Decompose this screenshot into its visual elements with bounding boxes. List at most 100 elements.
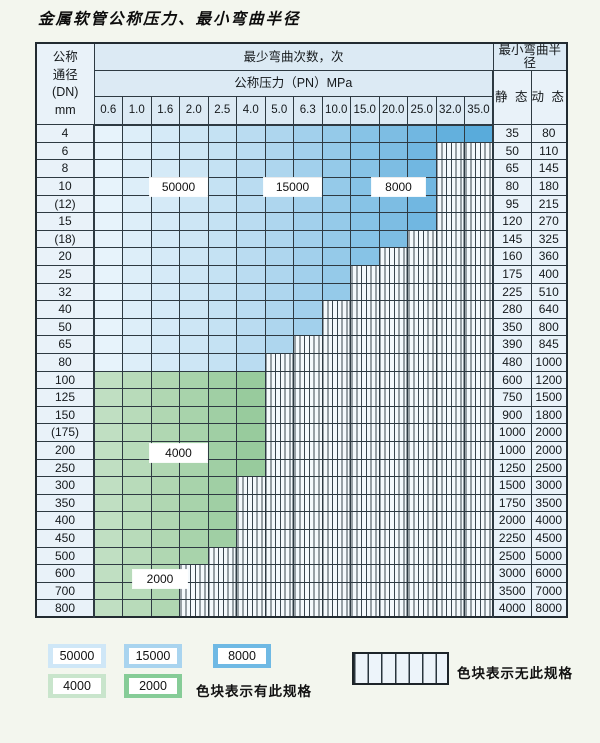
spec-available-cell [122, 229, 152, 249]
dn-label: 65 [35, 335, 95, 354]
spec-unavailable-cell [407, 282, 437, 302]
spec-available-cell [150, 194, 180, 214]
spec-available-cell [122, 124, 152, 143]
spec-available-cell [207, 423, 237, 442]
spec-unavailable-cell [378, 265, 408, 284]
spec-unavailable-cell [435, 564, 465, 583]
static-radius-value: 2500 [492, 546, 532, 566]
spec-available-cell [207, 265, 237, 284]
spec-available-cell [264, 265, 294, 284]
spec-unavailable-cell [464, 177, 494, 196]
legend-swatch-4000: 4000 [48, 674, 106, 698]
spec-unavailable-cell [464, 440, 494, 460]
spec-unavailable-cell [350, 282, 380, 302]
spec-unavailable-cell [464, 141, 494, 161]
spec-available-cell [207, 493, 237, 513]
spec-unavailable-cell [464, 265, 494, 284]
static-radius-value: 480 [492, 352, 532, 372]
spec-unavailable-cell [407, 599, 437, 618]
dn-label: 450 [35, 528, 95, 548]
spec-available-cell [321, 229, 351, 249]
spec-available-cell [321, 141, 351, 161]
spec-available-cell [207, 511, 237, 530]
spec-available-cell [93, 282, 123, 302]
spec-available-cell [236, 159, 266, 179]
dn-label: 20 [35, 247, 95, 266]
spec-available-cell [122, 440, 152, 460]
spec-available-cell [350, 212, 380, 231]
spec-available-cell [93, 352, 123, 372]
dynamic-radius-value: 80 [530, 124, 568, 143]
spec-available-cell [350, 247, 380, 266]
dn-label: 300 [35, 476, 95, 495]
static-radius-value: 1500 [492, 476, 532, 495]
spec-available-cell [350, 124, 380, 143]
dn-label: 25 [35, 265, 95, 284]
spec-unavailable-cell [321, 440, 351, 460]
spec-unavailable-cell [321, 317, 351, 337]
spec-unavailable-cell [321, 300, 351, 319]
spec-table: 公称 通径 (DN) mm 最少弯曲次数，次 最小弯曲半径 公称压力（PN）MPa 静… [35, 42, 568, 619]
spec-available-cell [350, 141, 380, 161]
spec-available-cell [407, 194, 437, 214]
spec-unavailable-cell [407, 229, 437, 249]
legend-swatch-label: 2000 [129, 678, 177, 694]
spec-available-cell [236, 317, 266, 337]
spec-unavailable-cell [321, 599, 351, 618]
static-radius-value: 225 [492, 282, 532, 302]
spec-unavailable-cell [236, 599, 266, 618]
pressure-col-header: 20.0 [378, 96, 408, 126]
spec-unavailable-cell [293, 335, 323, 354]
spec-available-cell [321, 212, 351, 231]
spec-unavailable-cell [435, 317, 465, 337]
legend-swatch-label: 4000 [53, 678, 101, 694]
dynamic-radius-value: 1200 [530, 370, 568, 390]
table-row: 50 350 800 [35, 317, 568, 337]
spec-available-cell [236, 212, 266, 231]
legend-swatch-label: 15000 [129, 648, 177, 664]
spec-available-cell [378, 141, 408, 161]
spec-unavailable-cell [321, 581, 351, 601]
region-count-label: 4000 [150, 444, 207, 462]
spec-unavailable-cell [378, 388, 408, 407]
dn-label: 6 [35, 141, 95, 161]
spec-available-cell [122, 599, 152, 618]
dynamic-radius-value: 640 [530, 300, 568, 319]
static-radius-value: 50 [492, 141, 532, 161]
spec-available-cell [207, 405, 237, 425]
spec-unavailable-cell [350, 476, 380, 495]
spec-unavailable-cell [264, 528, 294, 548]
spec-available-cell [236, 440, 266, 460]
spec-unavailable-cell [293, 370, 323, 390]
spec-available-cell [122, 335, 152, 354]
table-row: 500 2500 5000 [35, 546, 568, 566]
spec-unavailable-cell [293, 352, 323, 372]
table-row: 200 1000 2000 [35, 440, 568, 460]
spec-available-cell [293, 247, 323, 266]
dn-label: 700 [35, 581, 95, 601]
spec-unavailable-cell [321, 546, 351, 566]
spec-unavailable-cell [264, 405, 294, 425]
spec-unavailable-cell [236, 493, 266, 513]
spec-available-cell [236, 423, 266, 442]
spec-available-cell [293, 194, 323, 214]
legend-swatch-label: 50000 [53, 648, 101, 664]
dn-label: 32 [35, 282, 95, 302]
pressure-col-header: 32.0 [435, 96, 465, 126]
spec-unavailable-cell [207, 564, 237, 583]
spec-unavailable-cell [378, 493, 408, 513]
spec-unavailable-cell [378, 247, 408, 266]
spec-available-cell [236, 265, 266, 284]
spec-unavailable-cell [378, 335, 408, 354]
spec-unavailable-cell [407, 440, 437, 460]
spec-available-cell [236, 229, 266, 249]
dynamic-radius-value: 180 [530, 177, 568, 196]
spec-unavailable-cell [350, 388, 380, 407]
spec-available-cell [150, 282, 180, 302]
spec-available-cell [236, 282, 266, 302]
spec-available-cell [150, 124, 180, 143]
spec-available-cell [207, 247, 237, 266]
spec-unavailable-cell [350, 300, 380, 319]
spec-unavailable-cell [464, 458, 494, 478]
corner-header-dn: 公称 通径 (DN) mm [35, 42, 95, 126]
